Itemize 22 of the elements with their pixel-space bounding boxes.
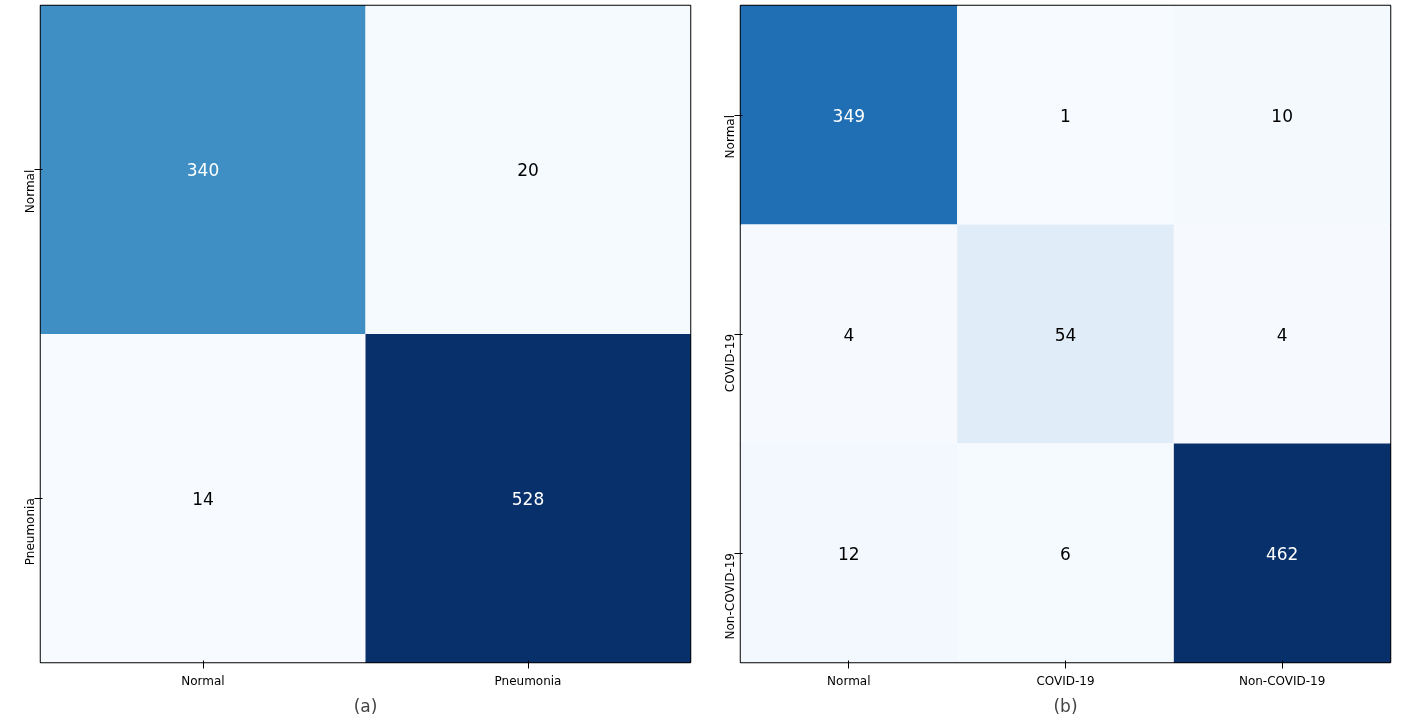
data-label: 340 bbox=[186, 160, 220, 181]
data-label: 54 bbox=[1054, 324, 1077, 345]
x-tick-label: Pneumonia bbox=[494, 673, 562, 688]
x-tick-label: Normal bbox=[181, 673, 225, 688]
data-label: 4 bbox=[843, 324, 855, 345]
x-axis-title: (a) bbox=[353, 695, 378, 716]
data-label: 349 bbox=[832, 105, 866, 126]
x-tick-label: COVID-19 bbox=[1036, 673, 1095, 688]
data-label: 4 bbox=[1276, 324, 1288, 345]
y-tick-label: Normal bbox=[722, 115, 737, 159]
data-label: 1 bbox=[1060, 105, 1071, 126]
data-label: 10 bbox=[1271, 105, 1293, 126]
data-label: 6 bbox=[1060, 543, 1071, 564]
data-label: 12 bbox=[838, 543, 860, 564]
data-label: 528 bbox=[511, 488, 545, 509]
x-tick-label: Non-COVID-19 bbox=[1238, 673, 1326, 688]
data-label: 14 bbox=[192, 488, 214, 509]
x-axis-title: (b) bbox=[1053, 695, 1078, 716]
x-tick-label: Normal bbox=[827, 673, 871, 688]
y-tick-label: COVID-19 bbox=[722, 334, 737, 393]
data-label: 462 bbox=[1265, 543, 1299, 564]
data-label: 20 bbox=[517, 160, 539, 181]
